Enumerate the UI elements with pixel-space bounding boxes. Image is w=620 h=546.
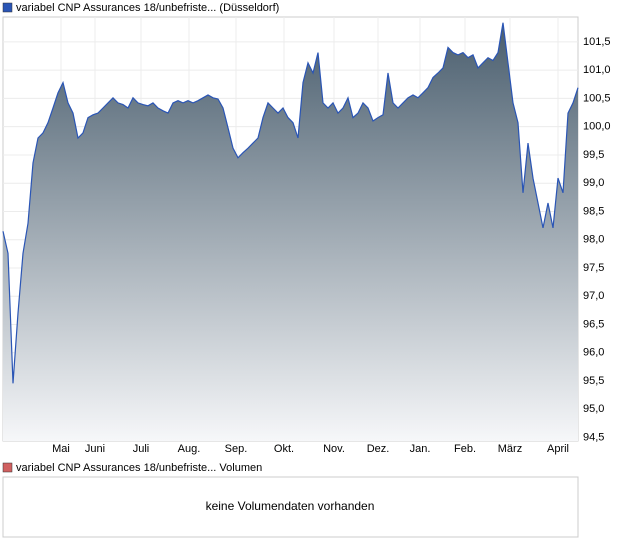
y-tick-label: 95,5 [583,375,604,387]
y-tick-label: 100,0 [583,121,611,133]
y-tick-label: 97,5 [583,262,604,274]
volume-message: keine Volumendaten vorhanden [206,499,375,513]
x-tick-label: Juli [133,443,150,455]
x-tick-label: Sep. [225,443,248,455]
x-tick-label: Okt. [274,443,294,455]
x-tick-label: Nov. [323,443,345,455]
y-tick-label: 99,5 [583,149,604,161]
y-tick-label: 99,0 [583,177,604,189]
y-tick-label: 101,0 [583,64,611,76]
y-tick-label: 94,5 [583,432,604,444]
x-tick-label: Dez. [367,443,390,455]
y-tick-label: 100,5 [583,92,611,104]
x-tick-label: Jan. [410,443,431,455]
line [2,22,579,384]
x-tick-label: Aug. [178,443,201,455]
y-tick-label: 101,5 [583,36,611,48]
y-tick-label: 97,0 [583,290,604,302]
x-tick-label: Mai [52,443,70,455]
area [3,22,578,441]
y-tick-label: 96,0 [583,347,604,359]
x-tick-label: Juni [85,443,105,455]
volume-frame [2,476,579,538]
legend-label: variabel CNP Assurances 18/unbefriste...… [16,462,262,474]
legend-swatch [2,2,13,13]
y-tick-label: 98,5 [583,205,604,217]
x-tick-label: Feb. [454,443,476,455]
legend-label: variabel CNP Assurances 18/unbefriste...… [16,2,279,14]
y-tick-label: 98,0 [583,234,604,246]
y-tick-label: 95,0 [583,403,604,415]
x-tick-label: März [498,443,522,455]
legend-swatch [2,462,13,473]
y-tick-label: 96,5 [583,318,604,330]
x-tick-label: April [547,443,569,455]
